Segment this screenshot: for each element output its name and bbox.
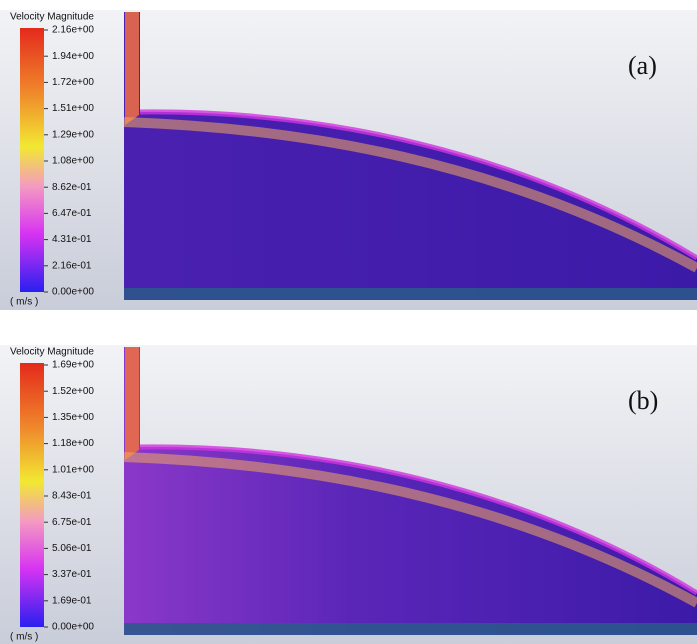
- bed: [124, 623, 697, 635]
- tick-label: 1.18e+00: [52, 438, 94, 449]
- tick-label: 5.06e-01: [52, 543, 92, 554]
- panel-label: (b): [628, 386, 658, 415]
- colorbar: [20, 28, 44, 292]
- tick-label: 3.37e-01: [52, 569, 92, 580]
- tick-label: 1.35e+00: [52, 412, 94, 423]
- tick-label: 1.01e+00: [52, 464, 94, 475]
- bed: [124, 288, 697, 300]
- panel: Velocity Magnitude 2.16e+00 1.94e+00 1.72e+…: [0, 10, 697, 310]
- legend-title: Velocity Magnitude: [10, 347, 94, 358]
- figure: Velocity Magnitude 2.16e+00 1.94e+00 1.72e+…: [0, 0, 697, 644]
- panel: Velocity Magnitude 1.69e+00 1.52e+00 1.35e+…: [0, 345, 697, 644]
- tick-label: 1.08e+00: [52, 156, 94, 167]
- tick-label: 2.16e-01: [52, 260, 92, 271]
- legend-title: Velocity Magnitude: [10, 12, 94, 23]
- tick-label: 1.52e+00: [52, 386, 94, 397]
- tick-label: 1.69e+00: [52, 360, 94, 371]
- tick-label: 1.72e+00: [52, 77, 94, 88]
- inlet-jet: [125, 12, 139, 125]
- tick-label: 1.94e+00: [52, 51, 94, 62]
- tick-label: 8.62e-01: [52, 182, 92, 193]
- tick-label: 0.00e+00: [52, 622, 94, 633]
- inlet-jet: [125, 347, 139, 460]
- unit: ( m/s ): [10, 297, 38, 308]
- tick-label: 4.31e-01: [52, 234, 92, 245]
- tick-label: 8.43e-01: [52, 491, 92, 502]
- tick-label: 2.16e+00: [52, 25, 94, 36]
- unit: ( m/s ): [10, 632, 38, 643]
- tick-label: 0.00e+00: [52, 287, 94, 298]
- panel-label: (a): [628, 51, 657, 80]
- colorbar: [20, 363, 44, 627]
- tick-label: 1.51e+00: [52, 103, 94, 114]
- tick-label: 6.75e-01: [52, 517, 92, 528]
- tick-label: 6.47e-01: [52, 208, 92, 219]
- tick-label: 1.69e-01: [52, 595, 92, 606]
- tick-label: 1.29e+00: [52, 129, 94, 140]
